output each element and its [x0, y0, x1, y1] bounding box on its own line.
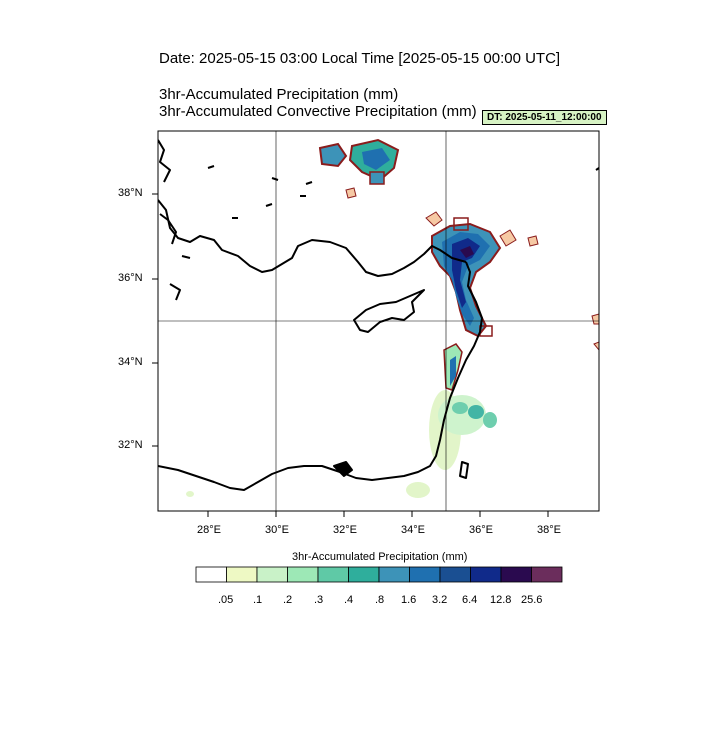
- lon-label-32e: 32°E: [333, 524, 357, 536]
- convective-precip-title: 3hr-Accumulated Convective Precipitation…: [159, 103, 477, 120]
- colorbar-label: .2: [283, 594, 293, 606]
- dt-badge: DT: 2025-05-11_12:00:00: [482, 110, 607, 125]
- colorbar-swatch-2: [256, 566, 288, 583]
- colorbar-swatch-8: [439, 566, 471, 583]
- colorbar-swatch-0: [195, 566, 227, 583]
- colorbar-label: 6.4: [462, 594, 478, 606]
- colorbar-swatch-9: [470, 566, 502, 583]
- colorbar-swatch-5: [348, 566, 380, 583]
- colorbar-label: 3.2: [432, 594, 448, 606]
- colorbar-label: .3: [314, 594, 324, 606]
- lon-label-36e: 36°E: [469, 524, 493, 536]
- lon-label-28e: 28°E: [197, 524, 221, 536]
- colorbar-swatch-3: [287, 566, 319, 583]
- colorbar-title: 3hr-Accumulated Precipitation (mm): [292, 551, 468, 563]
- lat-label-38n: 38°N: [118, 187, 143, 199]
- precip-title: 3hr-Accumulated Precipitation (mm): [159, 86, 399, 103]
- colorbar-label: .8: [375, 594, 385, 606]
- map-frame: [157, 130, 600, 512]
- colorbar-swatch-6: [378, 566, 410, 583]
- lon-label-38e: 38°E: [537, 524, 561, 536]
- lat-label-32n: 32°N: [118, 439, 143, 451]
- colorbar-swatch-4: [317, 566, 349, 583]
- map-plot-area: [158, 131, 599, 511]
- axis-ticks: [152, 193, 549, 517]
- colorbar-label: .05: [218, 594, 234, 606]
- colorbar-swatch-10: [500, 566, 532, 583]
- colorbar: [195, 566, 563, 583]
- colorbar-swatch-1: [226, 566, 258, 583]
- date-title: Date: 2025-05-15 03:00 Local Time [2025-…: [159, 50, 561, 67]
- lat-label-34n: 34°N: [118, 356, 143, 368]
- lon-label-30e: 30°E: [265, 524, 289, 536]
- map-grid: [158, 131, 599, 511]
- coastlines: [158, 139, 599, 491]
- lon-label-34e: 34°E: [401, 524, 425, 536]
- colorbar-label: .1: [253, 594, 263, 606]
- colorbar-label: 25.6: [521, 594, 543, 606]
- colorbar-label: 12.8: [490, 594, 512, 606]
- colorbar-label: .4: [344, 594, 354, 606]
- colorbar-swatch-7: [409, 566, 441, 583]
- lat-label-36n: 36°N: [118, 272, 143, 284]
- colorbar-swatch-11: [531, 566, 563, 583]
- colorbar-label: 1.6: [401, 594, 417, 606]
